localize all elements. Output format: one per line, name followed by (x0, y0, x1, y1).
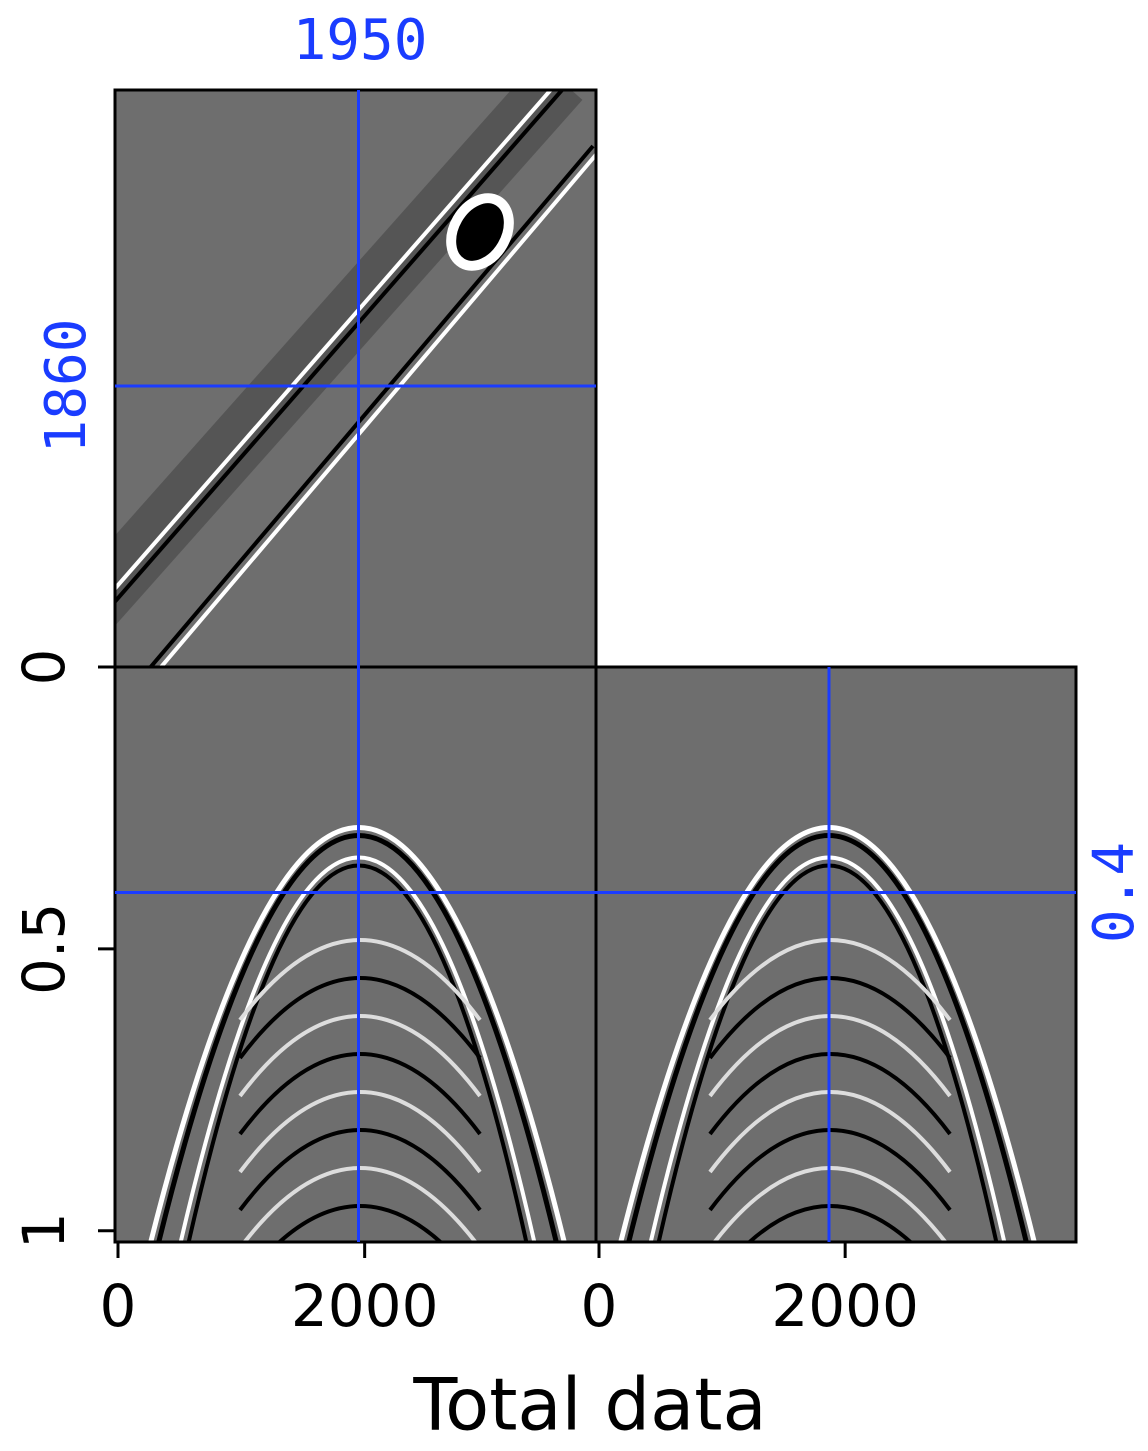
y-tick-label: 1 (10, 1212, 78, 1249)
crosshair-y-label: 1860 (34, 319, 99, 454)
bottom-left-panel (115, 667, 596, 1242)
crosshair-x-label: 1950 (293, 8, 428, 73)
y-tick-label: 0.5 (10, 903, 78, 995)
x-tick-label: 2000 (771, 1272, 919, 1340)
x-tick-label: 2000 (291, 1272, 439, 1340)
x-axis-label: Total data (412, 1363, 766, 1447)
y-tick-label: 0 (10, 649, 78, 686)
seismic-images (115, 90, 1076, 1242)
top-panel (115, 90, 596, 667)
crosshair-t-label: 0.4 (1082, 842, 1147, 943)
x-tick-label: 0 (100, 1272, 137, 1340)
diagonal-event (115, 90, 596, 667)
x-tick-label: 0 (581, 1272, 618, 1340)
